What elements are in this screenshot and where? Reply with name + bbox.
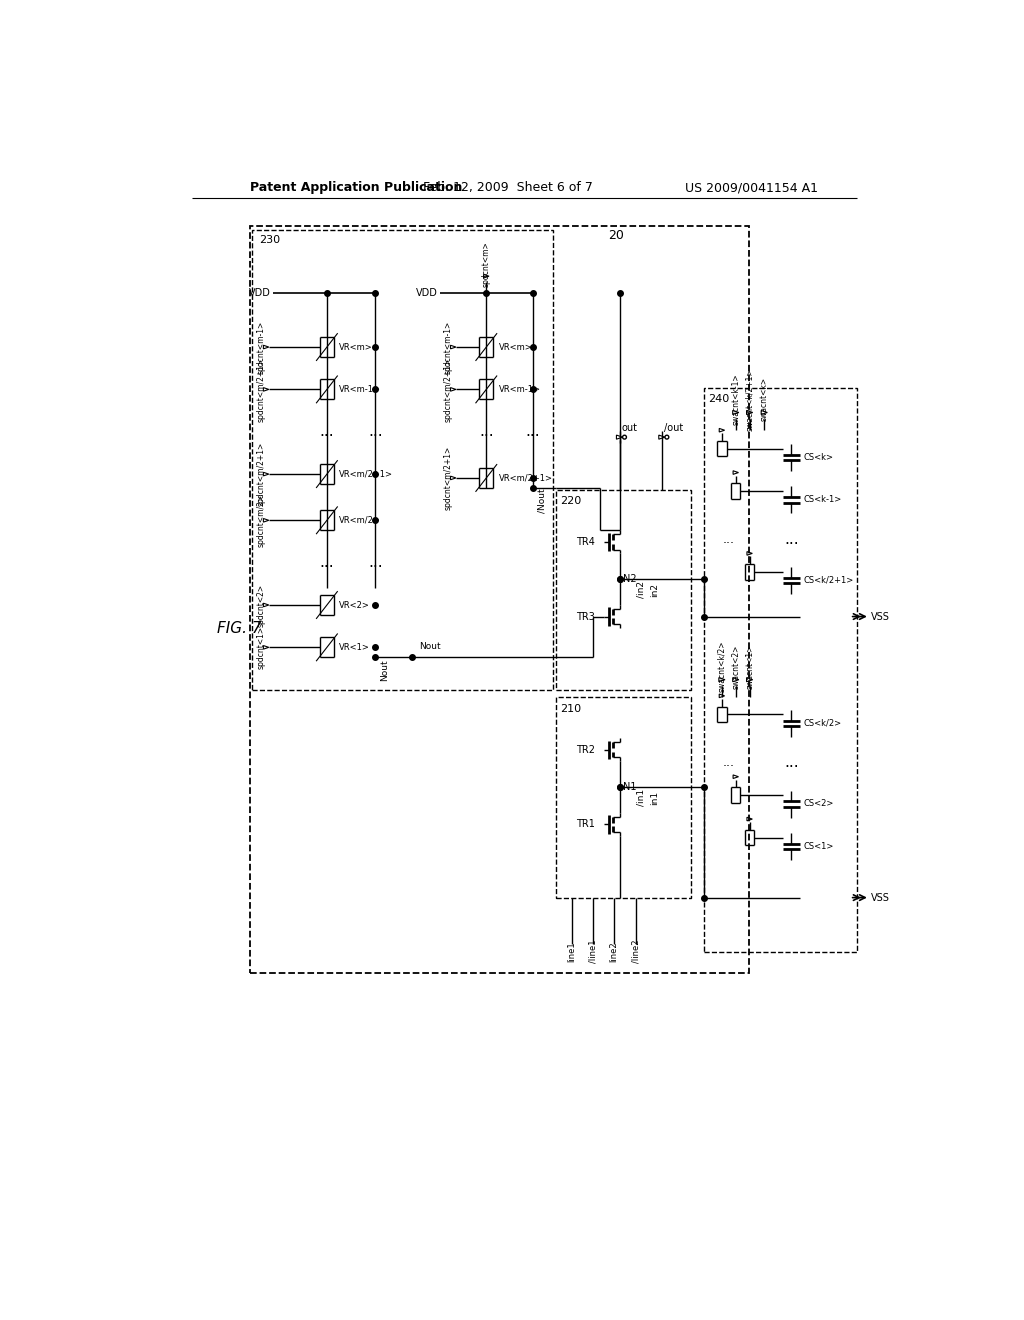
Text: 240: 240	[708, 395, 729, 404]
Text: FIG. 7: FIG. 7	[217, 620, 261, 636]
Text: out: out	[622, 422, 638, 433]
Text: ...: ...	[319, 424, 334, 440]
Text: swacnt<2>: swacnt<2>	[731, 644, 740, 689]
Text: spdcnt<m/2+1>: spdcnt<m/2+1>	[257, 442, 266, 507]
Text: VR<m/2>: VR<m/2>	[339, 516, 381, 525]
Bar	[705, 388, 857, 952]
Text: ...: ...	[784, 755, 799, 771]
Text: ...: ...	[723, 756, 735, 770]
Text: spdcnt<m-1>: spdcnt<m-1>	[257, 321, 266, 374]
Text: ...: ...	[368, 424, 383, 440]
Text: TR2: TR2	[575, 744, 595, 755]
Text: 20: 20	[608, 230, 624, 243]
Text: spdcnt<m/2+1>: spdcnt<m/2+1>	[444, 358, 453, 421]
Text: swacnt<k>: swacnt<k>	[760, 378, 769, 421]
Text: TR4: TR4	[575, 537, 595, 546]
Text: swacnt<1>: swacnt<1>	[745, 644, 754, 689]
Text: 210: 210	[560, 704, 582, 714]
Text: TR3: TR3	[575, 611, 595, 622]
Text: spdcnt<m>: spdcnt<m>	[482, 242, 490, 286]
Text: line1: line1	[567, 941, 577, 962]
Text: N2: N2	[624, 574, 637, 583]
Text: VDD: VDD	[249, 288, 270, 298]
Text: VDD: VDD	[416, 288, 438, 298]
Text: CS<k-1>: CS<k-1>	[804, 495, 842, 504]
Text: ...: ...	[368, 556, 383, 570]
Text: US 2009/0041154 A1: US 2009/0041154 A1	[685, 181, 818, 194]
Text: VR<m-1>: VR<m-1>	[339, 385, 381, 393]
Text: VR<m>: VR<m>	[499, 343, 532, 351]
Text: VR<1>: VR<1>	[339, 643, 370, 652]
Text: VR<2>: VR<2>	[339, 601, 370, 610]
Text: swacnt<k/2>: swacnt<k/2>	[718, 640, 726, 693]
Text: spdcnt<m-1>: spdcnt<m-1>	[444, 321, 453, 374]
Text: 230: 230	[259, 235, 281, 244]
Text: Nout: Nout	[380, 660, 389, 681]
Text: ...: ...	[723, 533, 735, 546]
Text: Feb. 12, 2009  Sheet 6 of 7: Feb. 12, 2009 Sheet 6 of 7	[423, 181, 593, 194]
Bar	[556, 490, 691, 689]
Text: spdcnt<m/2+1>: spdcnt<m/2+1>	[257, 358, 266, 421]
Text: CS<k>: CS<k>	[804, 453, 834, 462]
Text: /line1: /line1	[588, 940, 597, 964]
Text: line2: line2	[609, 941, 618, 962]
Text: /line2: /line2	[631, 940, 640, 964]
Text: Patent Application Publication: Patent Application Publication	[250, 181, 462, 194]
Text: CS<k/2+1>: CS<k/2+1>	[804, 576, 854, 585]
Text: CS<2>: CS<2>	[804, 799, 834, 808]
Text: in2: in2	[649, 582, 658, 597]
Text: /out: /out	[665, 422, 683, 433]
Text: /in2: /in2	[637, 581, 645, 598]
Text: VR<m>: VR<m>	[339, 343, 373, 351]
Text: 220: 220	[560, 496, 582, 506]
Text: N1: N1	[624, 781, 637, 792]
Text: swacnt<k/2+1>: swacnt<k/2+1>	[745, 368, 754, 430]
Text: /in1: /in1	[637, 789, 645, 807]
Text: CS<1>: CS<1>	[804, 842, 834, 850]
Text: Nout: Nout	[419, 643, 441, 651]
Text: TR1: TR1	[575, 820, 595, 829]
Bar	[250, 226, 749, 973]
Text: ...: ...	[319, 556, 334, 570]
Text: spdcnt<m/2+1>: spdcnt<m/2+1>	[444, 446, 453, 510]
Bar	[252, 230, 553, 690]
Text: VR<m-1>: VR<m-1>	[499, 385, 541, 393]
Text: in1: in1	[649, 791, 658, 805]
Bar	[556, 697, 691, 898]
Text: ...: ...	[479, 424, 494, 440]
Text: VR<m/2+1>: VR<m/2+1>	[339, 470, 393, 479]
Text: spdcnt<m/2>: spdcnt<m/2>	[257, 494, 266, 546]
Text: CS<k/2>: CS<k/2>	[804, 718, 842, 727]
Text: VSS: VSS	[871, 892, 890, 903]
Text: VR<m/2+1>: VR<m/2+1>	[499, 474, 553, 482]
Text: spdcnt<1>: spdcnt<1>	[257, 626, 266, 669]
Text: /Nout: /Nout	[538, 488, 546, 513]
Text: spdcnt<2>: spdcnt<2>	[257, 583, 266, 627]
Text: swacnt<k-1>: swacnt<k-1>	[731, 374, 740, 425]
Text: ...: ...	[525, 424, 540, 440]
Text: ...: ...	[784, 532, 799, 546]
Text: VSS: VSS	[871, 611, 890, 622]
